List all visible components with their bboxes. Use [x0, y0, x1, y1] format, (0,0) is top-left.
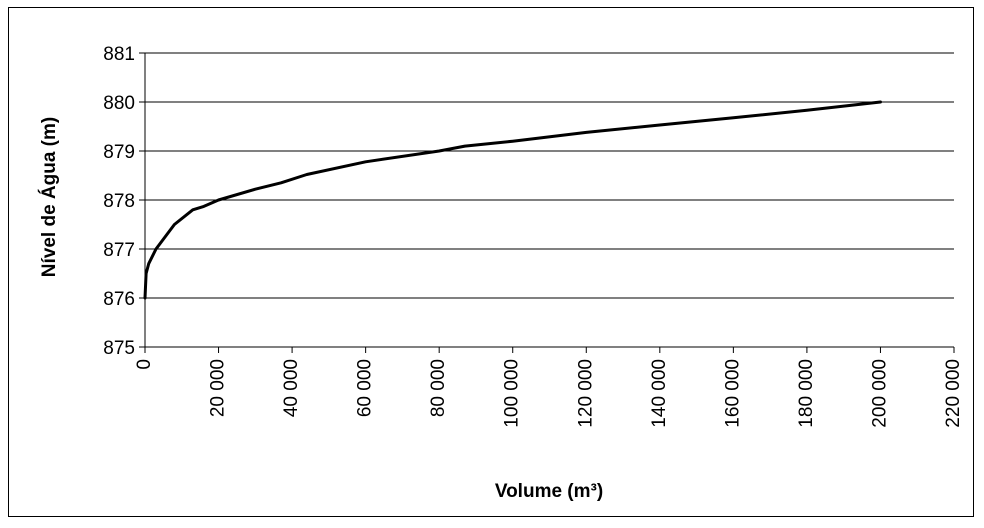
series-lines [143, 100, 882, 300]
x-tick-label: 220 000 [943, 359, 964, 428]
x-tick-label: 200 000 [869, 359, 890, 428]
x-tick-label: 140 000 [649, 359, 670, 428]
x-tick-label: 120 000 [575, 359, 596, 428]
y-axis-title: Nível de Água (m) [38, 117, 60, 277]
y-tick-label: 877 [103, 240, 135, 261]
y-tick-labels: 875 876 877 878 879 880 881 [103, 44, 135, 359]
x-tick-label: 40 000 [281, 359, 302, 417]
axes [139, 52, 955, 353]
x-tick-label: 20 000 [208, 359, 229, 417]
y-tick-label: 879 [103, 142, 135, 163]
y-tick-label: 876 [103, 289, 135, 310]
x-tick-label: 180 000 [796, 359, 817, 428]
x-tick-label: 100 000 [502, 359, 523, 428]
x-tick-label: 60 000 [355, 359, 376, 417]
y-tick-label: 878 [103, 191, 135, 212]
y-tick-label: 880 [103, 93, 135, 114]
x-axis-title: Volume (m³) [495, 481, 603, 502]
grid-lines [145, 52, 954, 299]
x-tick-label: 0 [134, 359, 155, 370]
series-line [143, 100, 882, 300]
y-tick-label: 881 [103, 44, 135, 65]
chart-frame [8, 7, 974, 517]
y-tick-label: 875 [103, 338, 135, 359]
x-tick-labels: 0 20 000 40 000 60 000 80 000 100 000 120 000 1… [134, 359, 964, 428]
x-tick-label: 80 000 [428, 359, 449, 417]
x-tick-label: 160 000 [722, 359, 743, 428]
